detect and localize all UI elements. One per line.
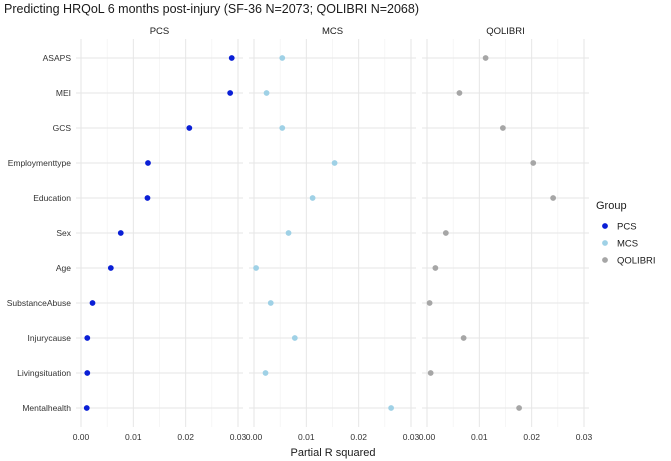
point-pcs-livingsituation: [84, 370, 91, 376]
point-pcs-employmenttype: [145, 160, 151, 166]
legend-label-mcs: MCS: [617, 239, 638, 250]
point-qolibri-age: [432, 265, 439, 271]
point-pcs-mei: [227, 90, 234, 96]
y-tick-label: Mentalhealth: [22, 403, 71, 413]
point-qolibri-employmenttype: [530, 160, 537, 166]
facet-panel-pcs: PCS: [76, 26, 243, 427]
y-tick-label: GCS: [53, 123, 72, 133]
y-tick-label: Livingsituation: [17, 368, 71, 378]
x-tick-label: 0.01: [298, 432, 315, 442]
point-qolibri-asaps: [482, 55, 489, 61]
x-tick-label: 0.02: [523, 432, 540, 442]
point-qolibri-sex: [442, 230, 449, 236]
x-tick-label: 0.00: [246, 432, 263, 442]
x-tick-label: 0.00: [73, 432, 90, 442]
point-pcs-gcs: [186, 125, 193, 131]
point-pcs-sex: [117, 230, 124, 236]
y-tick-label: Education: [33, 193, 71, 203]
point-pcs-substanceabuse: [89, 300, 96, 306]
point-qolibri-gcs: [499, 125, 506, 131]
point-pcs-age: [107, 265, 114, 271]
y-tick-label: Age: [56, 263, 71, 273]
point-pcs-injurycause: [84, 335, 91, 341]
y-axis-labels: ASAPS MEI GCS Employmenttype Education Sex Age…: [7, 53, 72, 413]
y-tick-label: SubstanceAbuse: [7, 298, 72, 308]
facet-strip-label: PCS: [150, 26, 170, 37]
legend: Group PCS MCS QOLIBRI: [596, 200, 656, 267]
point-qolibri-education: [550, 195, 557, 201]
x-tick-label: 0.02: [350, 432, 367, 442]
facet-strip-label: MCS: [322, 26, 343, 37]
point-qolibri-livingsituation: [427, 370, 434, 376]
point-qolibri-injurycause: [460, 335, 467, 341]
legend-key-pcs: [602, 223, 608, 229]
chart-title: Predicting HRQoL 6 months post-injury (S…: [4, 2, 419, 16]
facet-panel-qolibri: QOLIBRI: [422, 26, 589, 427]
point-mcs-substanceabuse: [267, 300, 274, 306]
point-qolibri-mentalhealth: [516, 405, 523, 411]
legend-label-pcs: PCS: [617, 222, 637, 233]
point-mcs-sex: [285, 230, 292, 236]
y-tick-label: Sex: [56, 228, 71, 238]
point-qolibri-mei: [456, 90, 463, 96]
point-pcs-asaps: [228, 55, 235, 61]
y-tick-label: Employmenttype: [8, 158, 72, 168]
x-tick-label: 0.03: [576, 432, 593, 442]
facet-strip-label: QOLIBRI: [486, 26, 525, 37]
point-mcs-injurycause: [291, 335, 298, 341]
x-axis-ticks: 0.00 0.01 0.02 0.03 0.00 0.01 0.02 0.03 0.00 0.01…: [73, 432, 593, 442]
x-tick-label: 0.00: [419, 432, 436, 442]
legend-title: Group: [596, 200, 627, 212]
y-tick-label: MEI: [56, 88, 71, 98]
point-mcs-livingsituation: [262, 370, 269, 376]
point-mcs-age: [253, 265, 259, 271]
point-mcs-mentalhealth: [388, 405, 395, 411]
legend-label-qolibri: QOLIBRI: [617, 256, 656, 267]
x-tick-label: 0.01: [125, 432, 142, 442]
point-pcs-mentalhealth: [83, 405, 90, 411]
point-mcs-education: [309, 195, 316, 201]
facet-panel-mcs: MCS: [249, 26, 416, 427]
y-tick-label: ASAPS: [43, 53, 72, 63]
point-pcs-education: [144, 195, 151, 201]
point-mcs-gcs: [279, 125, 286, 131]
legend-key-mcs: [602, 240, 608, 246]
x-tick-label: 0.03: [230, 432, 247, 442]
x-tick-label: 0.01: [471, 432, 488, 442]
point-mcs-asaps: [279, 55, 286, 61]
legend-key-qolibri: [602, 257, 608, 263]
point-mcs-mei: [263, 90, 270, 96]
facet-panels: PCS MCS QOLIBRI: [76, 26, 589, 427]
x-tick-label: 0.03: [403, 432, 420, 442]
y-tick-label: Injurycause: [28, 333, 72, 343]
point-mcs-employmenttype: [331, 160, 338, 166]
point-qolibri-substanceabuse: [426, 300, 433, 306]
x-tick-label: 0.02: [177, 432, 194, 442]
x-axis-title: Partial R squared: [291, 447, 376, 459]
